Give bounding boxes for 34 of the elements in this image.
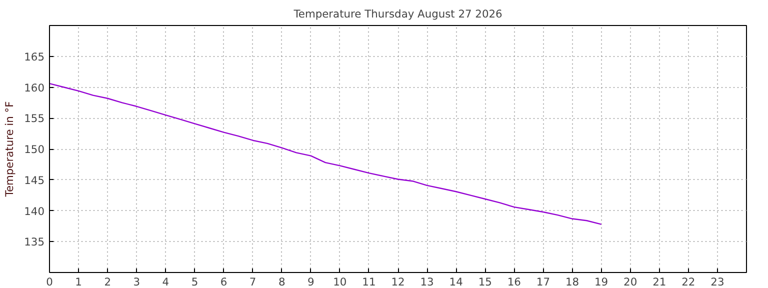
x-tick-label: 4: [162, 276, 170, 288]
x-tick-label: 0: [46, 276, 54, 288]
x-tick-label: 13: [420, 276, 434, 288]
x-tick-label: 6: [220, 276, 228, 288]
x-tick-label: 16: [507, 276, 522, 288]
x-tick-label: 9: [307, 276, 314, 288]
line-series: [50, 82, 602, 225]
x-tick-label: 3: [133, 276, 140, 288]
x-tick-label: 21: [652, 276, 666, 288]
y-tick-label: 145: [24, 174, 45, 187]
y-tick-label: 155: [24, 112, 45, 126]
x-tick-label: 14: [449, 276, 464, 288]
y-tick-label: 150: [24, 143, 45, 156]
x-tick-label: 19: [594, 276, 608, 288]
x-tick-label: 5: [191, 276, 198, 288]
y-tick-label: 135: [24, 236, 45, 249]
x-tick-label: 23: [710, 276, 724, 288]
x-tick-label: 22: [682, 276, 696, 288]
x-tick-label: 1: [75, 276, 82, 288]
chart-title: Temperature Thursday August 27 2026: [292, 8, 503, 20]
x-tick-label: 17: [536, 276, 550, 288]
x-tick-label: 10: [333, 276, 347, 288]
x-tick-label: 11: [362, 276, 376, 288]
y-tick-label: 160: [24, 81, 45, 94]
x-tick-label: 2: [104, 276, 111, 288]
x-tick-label: 20: [624, 276, 638, 288]
x-tick-label: 7: [249, 276, 256, 288]
x-tick-label: 18: [565, 276, 580, 288]
x-tick-label: 12: [391, 276, 405, 288]
x-tick-label: 8: [278, 276, 286, 288]
y-tick-label: 165: [24, 50, 45, 64]
y-axis-title: Temperature in °F: [3, 101, 16, 198]
x-tick-label: 15: [478, 276, 492, 288]
y-tick-label: 140: [24, 204, 45, 218]
